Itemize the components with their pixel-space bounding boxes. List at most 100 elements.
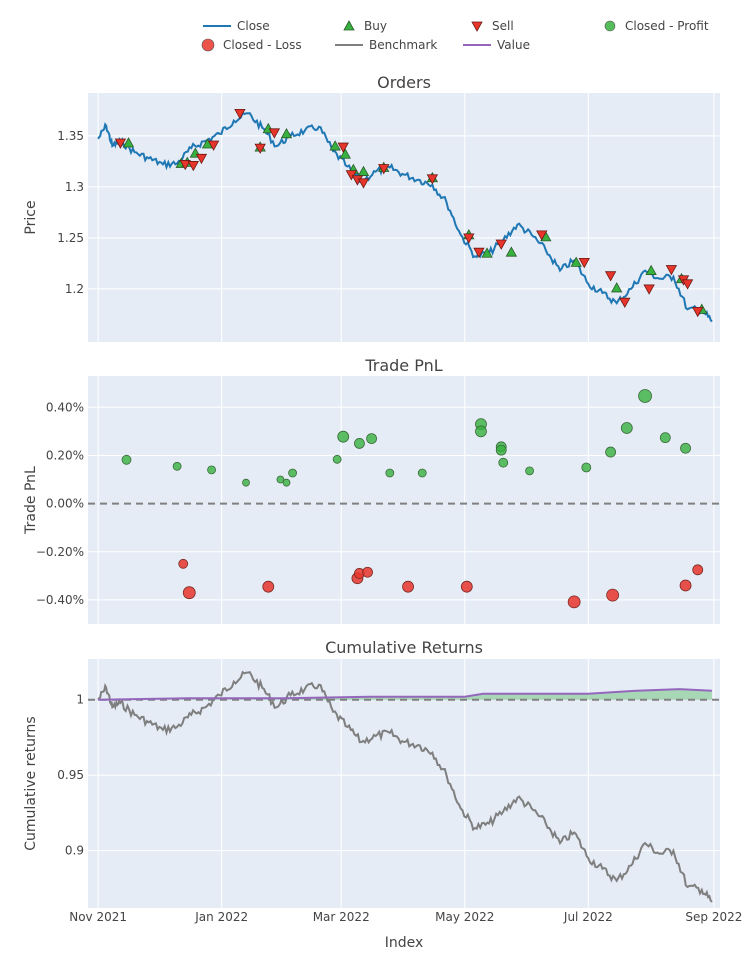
legend-item[interactable]: Closed - Loss [201, 38, 302, 52]
loss-trade-point [692, 564, 704, 576]
legend-swatch-triangle-up [343, 20, 355, 31]
legend-label: Closed - Loss [223, 38, 302, 52]
profit-trade-point [242, 478, 250, 487]
legend-item[interactable]: Value [463, 38, 530, 52]
legend-swatch-triangle-down [471, 21, 483, 32]
buy-marker [339, 148, 351, 159]
y-tick-label: 1.3 [65, 180, 84, 194]
close-price-line [97, 111, 713, 323]
buy-marker [122, 137, 135, 148]
legend-label: Close [237, 19, 270, 33]
profit-trade-point [475, 425, 487, 438]
y-tick-label: 0.40% [46, 400, 84, 414]
loss-trade-point [262, 580, 275, 593]
trade-pnl-panel: Trade PnL Trade PnL −0.40% −0.20% 0.00% 0.2… [23, 356, 720, 624]
y-tick-label: −0.40% [36, 593, 84, 607]
sell-marker [473, 247, 485, 259]
legend-item[interactable]: Closed - Profit [604, 19, 709, 33]
profit-trade-point [659, 432, 671, 444]
legend-swatch-circle [604, 20, 616, 32]
x-tick-label: Jan 2022 [194, 910, 248, 924]
profit-fill-area [98, 689, 712, 700]
sell-marker [268, 128, 281, 139]
legend-swatch-circle [201, 38, 215, 52]
sell-marker [495, 239, 507, 250]
y-tick-label: 1.25 [57, 231, 84, 245]
sell-marker [337, 142, 349, 153]
legend-item[interactable]: Buy [343, 19, 387, 33]
x-axis-ticks: Nov 2021 Jan 2022 Mar 2022 May 2022 Jul 2022… [69, 910, 742, 924]
profit-trade-point [498, 457, 509, 468]
loss-trade-point [362, 566, 373, 578]
y-tick-label: 0.9 [65, 844, 84, 858]
profit-trade-point [172, 461, 182, 471]
y-tick-label: −0.20% [36, 545, 84, 559]
loss-trade-point [182, 586, 196, 600]
x-tick-label: Jul 2022 [563, 910, 613, 924]
sell-marker [357, 178, 370, 189]
profit-trade-point [495, 444, 507, 456]
loss-trade-point [402, 580, 414, 593]
profit-trade-point [385, 468, 395, 478]
y-tick-label: 0.20% [46, 448, 84, 462]
x-axis-label: Index [385, 935, 424, 951]
profit-trade-point [605, 446, 617, 458]
sell-marker [234, 109, 246, 120]
sell-marker [619, 297, 631, 309]
profit-trade-point [417, 468, 427, 478]
profit-trade-point [282, 478, 291, 487]
profit-trade-point [121, 454, 132, 465]
legend-item[interactable]: Benchmark [335, 38, 437, 52]
buy-marker [280, 127, 293, 139]
sell-marker [179, 160, 191, 171]
sell-marker [681, 279, 694, 290]
sell-marker [463, 233, 475, 244]
y-tick-label: 0.00% [46, 497, 84, 511]
orders-panel: Orders Price 1.2 1.25 1.3 1.35 [23, 73, 720, 342]
loss-trade-point [679, 579, 692, 592]
cumulative-returns-axis-label: Cumulative returns [23, 716, 39, 850]
trade-pnl-title: Trade PnL [364, 356, 442, 375]
legend-label: Buy [364, 19, 387, 33]
profit-trade-point [207, 465, 216, 475]
trade-pnl-axis-label: Trade PnL [23, 466, 39, 535]
y-tick-label: 1 [76, 693, 84, 707]
x-tick-label: Sep 2022 [685, 910, 742, 924]
legend-item[interactable]: Close [203, 19, 270, 33]
legend-label: Sell [492, 19, 514, 33]
profit-trade-point [332, 454, 342, 464]
sell-marker [114, 138, 127, 149]
sell-marker [254, 143, 266, 154]
sell-marker [195, 153, 208, 165]
sell-marker [578, 258, 590, 269]
y-tick-label: 1.35 [57, 129, 84, 143]
buy-marker [645, 264, 657, 275]
buy-marker [481, 247, 493, 258]
cumulative-returns-title: Cumulative Returns [325, 638, 483, 657]
x-tick-label: Mar 2022 [313, 910, 370, 924]
sell-marker [665, 265, 678, 276]
sell-marker [604, 271, 617, 282]
sell-marker [643, 284, 655, 295]
sell-marker [426, 174, 439, 185]
profit-trade-point [525, 466, 534, 476]
sell-marker [692, 306, 704, 318]
sell-marker [345, 170, 358, 181]
buy-marker [329, 140, 341, 151]
orders-title: Orders [377, 73, 431, 92]
x-tick-label: May 2022 [435, 910, 494, 924]
profit-trade-point [337, 430, 350, 443]
profit-trade-point [276, 475, 285, 484]
sell-marker [536, 230, 548, 241]
value-line [98, 688, 712, 701]
legend[interactable]: Close Buy Sell Closed - Profit Closed - Loss… [201, 19, 709, 52]
loss-trade-point [567, 595, 581, 609]
profit-trade-point [638, 389, 652, 403]
buy-marker [611, 282, 623, 293]
profit-trade-point [581, 462, 592, 473]
legend-item[interactable]: Sell [471, 19, 514, 33]
profit-trade-point [366, 433, 377, 445]
cumulative-returns-panel: Cumulative Returns Cumulative returns 0.… [23, 638, 720, 908]
price-axis-label: Price [23, 200, 39, 234]
